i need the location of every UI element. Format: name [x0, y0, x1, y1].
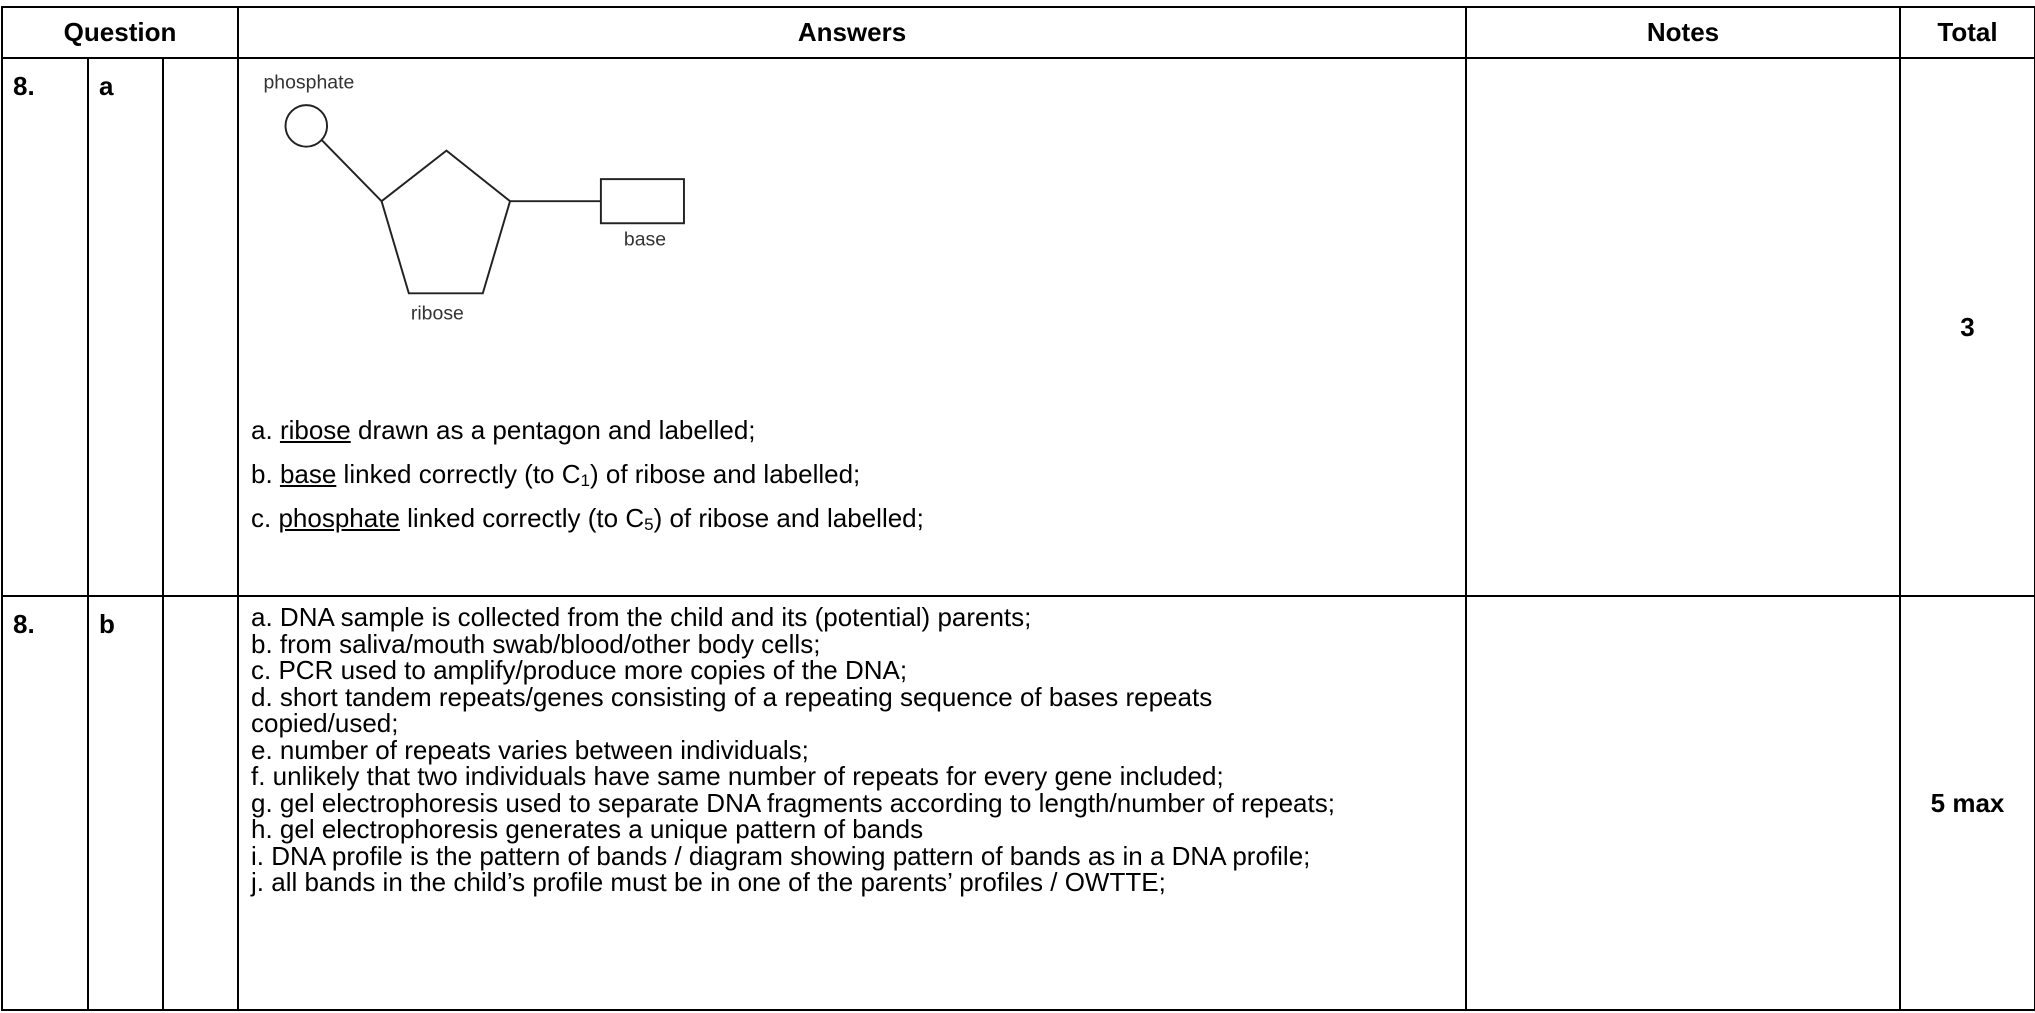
answer-line: e. number of repeats varies between indi… [251, 734, 809, 765]
answer-line: i. DNA profile is the pattern of bands /… [251, 840, 1311, 871]
notes [1465, 57, 1902, 597]
answer-line: j. all bands in the child’s profile must… [251, 867, 1166, 897]
answer-line: h. gel electrophoresis generates a uniqu… [251, 814, 924, 844]
answer-line: g. gel electrophoresis used to separate … [251, 787, 1335, 818]
header-question: Question [0, 6, 240, 59]
header-row: Question Answers Notes Total [0, 6, 2035, 59]
answer-line: a. ribose drawn as a pentagon and labell… [251, 408, 1465, 452]
answer-line: b. from saliva/mouth swab/blood/other bo… [251, 628, 821, 659]
header-answers: Answers [237, 6, 1468, 59]
question-part: b [87, 595, 164, 1011]
subscript: 1 [580, 471, 590, 490]
header-total: Total [1899, 6, 2035, 59]
answer-text: b. [251, 459, 280, 489]
sub-part [161, 57, 240, 597]
answer-text: ) of ribose and labelled; [589, 459, 861, 489]
answer-text: drawn as a pentagon and labelled; [350, 415, 756, 445]
answer-line: c. phosphate linked correctly (to C5) of… [251, 496, 1465, 540]
answer-text: linked correctly (to C [336, 459, 581, 489]
question-number: 8. [1, 57, 89, 597]
answers: a. DNA sample is collected from the chil… [237, 595, 1468, 1011]
answer-text: a. [251, 415, 280, 445]
answer-text: ) of ribose and labelled; [653, 503, 924, 533]
answers: a. ribose drawn as a pentagon and labell… [237, 57, 1468, 597]
answer-line: a. DNA sample is collected from the chil… [251, 602, 1032, 632]
notes [1465, 595, 1902, 1011]
header-notes: Notes [1465, 6, 1902, 59]
total: 3 [1899, 57, 2035, 597]
answer-line: f. unlikely that two individuals have sa… [251, 761, 1224, 791]
row: 8. a a. ribose drawn as a pentagon and l… [1, 57, 2035, 597]
question-number: 8. [1, 595, 89, 1011]
subscript: 5 [644, 515, 654, 534]
key-term: ribose [279, 415, 351, 445]
row: 8. b a. DNA sample is collected from the… [1, 595, 2035, 1011]
answer-line: d. short tandem repeats/genes consisting… [251, 681, 1213, 738]
question-part: a [87, 57, 164, 597]
key-term: base [279, 459, 337, 489]
answer-line: c. PCR used to amplify/produce more copi… [251, 655, 908, 685]
answer-line: b. base linked correctly (to C1) of ribo… [251, 452, 1465, 496]
key-term: phosphate [278, 503, 400, 533]
sub-part [161, 595, 240, 1011]
answer-text: linked correctly (to C [399, 503, 645, 533]
markscheme-table: Question Answers Notes Total 8. a a. rib… [0, 6, 2035, 1011]
answer-text: c. [251, 503, 279, 533]
total: 5 max [1899, 595, 2035, 1011]
